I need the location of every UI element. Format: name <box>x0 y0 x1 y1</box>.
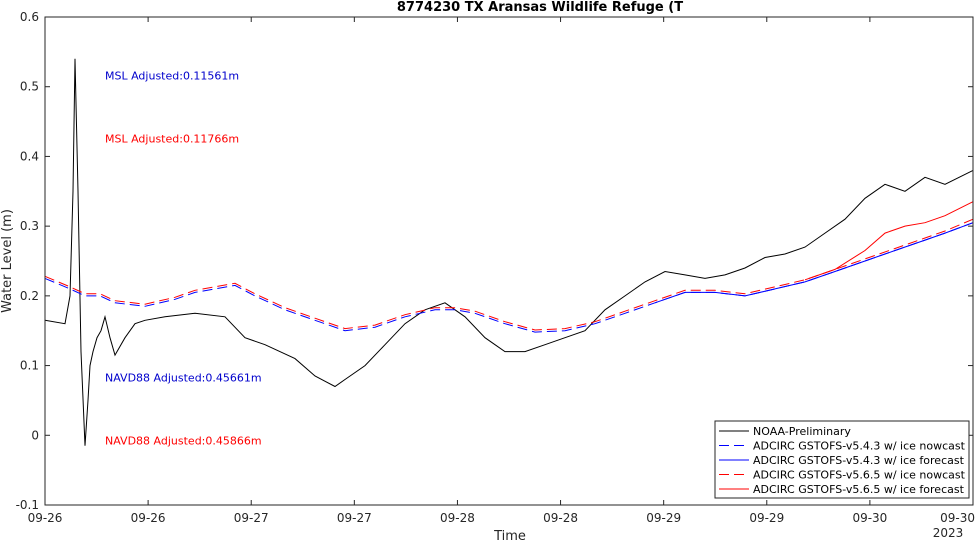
legend-entry: NOAA-Preliminary <box>753 425 851 438</box>
axes: -0.1 0 0.1 0.2 0.3 0.4 0.5 0.6 09-26 09-26 09-27 09… <box>16 10 975 540</box>
annotation-4: NAVD88 Adjusted:0.45866m <box>105 434 262 447</box>
legend-entry: ADCIRC GSTOFS-v5.6.5 w/ ice nowcast <box>753 469 966 482</box>
legend-entry: ADCIRC GSTOFS-v5.6.5 w/ ice forecast <box>753 483 965 496</box>
x-tick-label: 09-27 <box>337 511 372 525</box>
x-tick-label: 09-30 <box>852 511 887 525</box>
plot-area <box>44 58 974 446</box>
y-tick-label: 0.5 <box>20 80 39 94</box>
series-line-4 <box>44 218 974 331</box>
annotation-1: MSL Adjusted:0.11561m <box>105 70 239 83</box>
series-line-1 <box>44 58 974 446</box>
y-tick-label: -0.1 <box>16 498 39 512</box>
x-year-label: 2023 <box>933 526 964 540</box>
x-axis-title: Time <box>493 529 526 541</box>
y-tick-label: 0.1 <box>20 359 39 373</box>
x-tick-label: 09-30 <box>940 511 975 525</box>
annotation-2: MSL Adjusted:0.11766m <box>105 132 239 145</box>
chart-title: 8774230 TX Aransas Wildlife Refuge (T <box>397 0 683 15</box>
axes-box <box>44 16 974 506</box>
y-tick-label: 0.4 <box>20 149 39 163</box>
x-tick-label: 09-29 <box>646 511 681 525</box>
legend: NOAA-Preliminary ADCIRC GSTOFS-v5.4.3 w/ … <box>714 420 970 499</box>
x-tick-label: 09-29 <box>749 511 784 525</box>
x-tick-label: 09-27 <box>234 511 269 525</box>
x-tick-label: 09-26 <box>131 511 166 525</box>
x-tick-label: 09-26 <box>28 511 63 525</box>
y-tick-label: 0 <box>31 428 39 442</box>
y-axis-title: Water Level (m) <box>0 209 15 313</box>
legend-entry: ADCIRC GSTOFS-v5.4.3 w/ ice forecast <box>753 454 965 467</box>
annotations: MSL Adjusted:0.11561m MSL Adjusted:0.1176… <box>105 70 262 448</box>
x-tick-label: 09-28 <box>543 511 578 525</box>
legend-box <box>714 420 970 499</box>
series-line-2 <box>44 222 974 333</box>
x-tick-label: 09-28 <box>440 511 475 525</box>
series-line-3 <box>654 222 974 304</box>
annotation-3: NAVD88 Adjusted:0.45661m <box>105 372 262 385</box>
y-tick-label: 0.6 <box>20 10 39 24</box>
y-tick-label: 0.2 <box>20 289 39 303</box>
legend-entry: ADCIRC GSTOFS-v5.4.3 w/ ice nowcast <box>753 440 966 453</box>
series-line-5 <box>804 201 974 281</box>
y-tick-label: 0.3 <box>20 219 39 233</box>
